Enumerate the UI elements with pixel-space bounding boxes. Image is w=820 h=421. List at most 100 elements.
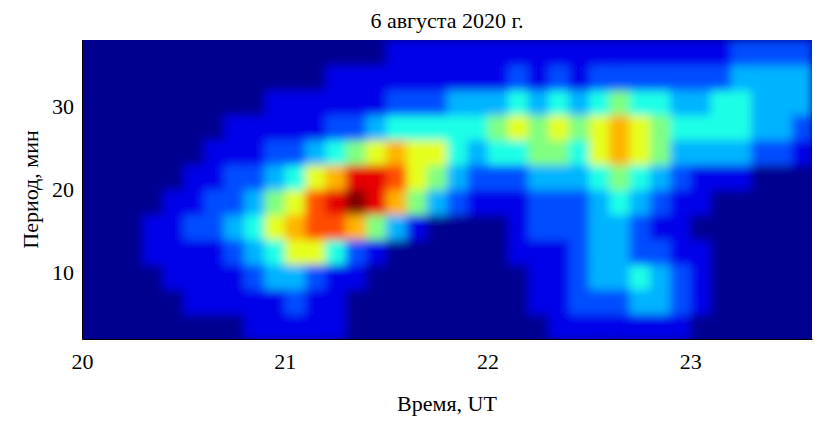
heatmap-cell: [346, 115, 367, 141]
tick-label: 30: [52, 94, 74, 119]
heatmap-cell: [366, 90, 387, 116]
heatmap-cell: [548, 40, 569, 66]
heatmap-cell: [224, 115, 245, 141]
heatmap-cell: [751, 264, 772, 290]
tick: 20: [52, 177, 82, 202]
heatmap-cell: [731, 115, 752, 141]
chart: 202122231020306 августа 2020 г.Время, UT…: [0, 0, 820, 421]
heatmap-cell: [102, 314, 123, 339]
heatmap-cell: [244, 264, 265, 290]
heatmap-cell: [427, 140, 448, 166]
heatmap-cell: [265, 264, 286, 290]
heatmap-cell: [163, 40, 184, 66]
heatmap-cell: [305, 90, 326, 116]
heatmap-cell: [609, 214, 630, 240]
heatmap-cell: [731, 289, 752, 315]
heatmap-cell: [528, 115, 549, 141]
heatmap-cell: [224, 214, 245, 240]
heatmap-cell: [771, 65, 792, 91]
heatmap-cell: [650, 40, 671, 66]
heatmap-cell: [244, 90, 265, 116]
heatmap-cell: [650, 190, 671, 216]
heatmap-cell: [792, 314, 812, 339]
heatmap-cell: [548, 190, 569, 216]
heatmap-cell: [792, 65, 812, 91]
heatmap-cell: [346, 289, 367, 315]
heatmap-cell: [548, 289, 569, 315]
heatmap-cell: [386, 289, 407, 315]
axis-line: [82, 41, 83, 340]
heatmap-cell: [224, 264, 245, 290]
heatmap-cell: [609, 289, 630, 315]
heatmap-cell: [650, 314, 671, 339]
heatmap-cell: [670, 65, 691, 91]
heatmap-cell: [163, 65, 184, 91]
heatmap-cell: [102, 115, 123, 141]
heatmap-cell: [690, 165, 711, 191]
heatmap-cell: [82, 65, 103, 91]
heatmap-cell: [569, 140, 590, 166]
heatmap-cell: [386, 264, 407, 290]
tick-label: 23: [680, 349, 702, 374]
heatmap-cell: [488, 214, 509, 240]
tick: 22: [477, 339, 499, 374]
heatmap-cell: [143, 239, 164, 265]
tick: 23: [680, 339, 702, 374]
heatmap-cell: [325, 90, 346, 116]
heatmap-cell: [427, 190, 448, 216]
heatmap-cell: [670, 40, 691, 66]
heatmap-cell: [366, 314, 387, 339]
heatmap-cell: [427, 289, 448, 315]
heatmap-cell: [589, 115, 610, 141]
heatmap-cell: [569, 239, 590, 265]
heatmap-cell: [690, 65, 711, 91]
heatmap-cell: [265, 289, 286, 315]
heatmap-cell: [670, 214, 691, 240]
heatmap-cell: [244, 140, 265, 166]
heatmap-cell: [163, 115, 184, 141]
heatmap-cell: [508, 190, 529, 216]
heatmap-cell: [102, 165, 123, 191]
heatmap-cell: [690, 40, 711, 66]
heatmap-cell: [528, 90, 549, 116]
heatmap-cell: [183, 115, 204, 141]
heatmap-cell: [670, 264, 691, 290]
heatmap-cell: [569, 65, 590, 91]
heatmap-cell: [346, 90, 367, 116]
heatmap-cell: [224, 165, 245, 191]
heatmap-cell: [346, 314, 367, 339]
heatmap-cell: [650, 264, 671, 290]
heatmap-cell: [224, 65, 245, 91]
heatmap-cell: [589, 264, 610, 290]
heatmap-cell: [143, 314, 164, 339]
heatmap-cell: [731, 239, 752, 265]
tick: 21: [274, 339, 296, 374]
heatmap-cell: [183, 165, 204, 191]
heatmap-cell: [711, 65, 732, 91]
plot: 20212223102030: [52, 40, 813, 374]
heatmap-cell: [265, 90, 286, 116]
heatmap-cell: [467, 165, 488, 191]
heatmap-cell: [366, 115, 387, 141]
heatmap-cell: [102, 190, 123, 216]
heatmap-cell: [711, 190, 732, 216]
heatmap-cell: [467, 190, 488, 216]
heatmap-cell: [488, 264, 509, 290]
heatmap-cell: [630, 214, 651, 240]
heatmap-cell: [589, 40, 610, 66]
heatmap-cell: [569, 190, 590, 216]
heatmap-cell: [467, 65, 488, 91]
heatmap-cell: [771, 214, 792, 240]
heatmap-cell: [224, 190, 245, 216]
heatmap-cell: [265, 115, 286, 141]
heatmap-cell: [406, 289, 427, 315]
heatmap-cell: [488, 165, 509, 191]
heatmap-cell: [123, 289, 144, 315]
heatmap-cell: [265, 239, 286, 265]
heatmap-cell: [346, 264, 367, 290]
heatmap-cell: [792, 264, 812, 290]
heatmap-cell: [569, 314, 590, 339]
heatmap-cell: [204, 140, 225, 166]
heatmap-cell: [427, 264, 448, 290]
heatmap-cell: [163, 190, 184, 216]
